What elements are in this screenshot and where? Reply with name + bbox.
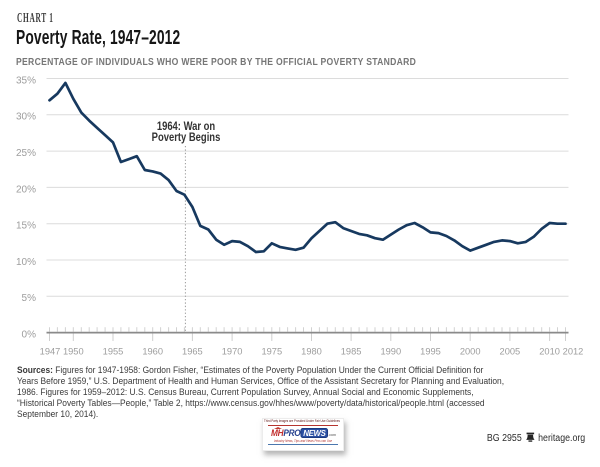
svg-text:2010: 2010 xyxy=(539,347,560,357)
svg-text:30%: 30% xyxy=(16,112,36,123)
svg-text:1950: 1950 xyxy=(63,347,84,357)
svg-text:1947: 1947 xyxy=(40,347,61,357)
svg-text:35%: 35% xyxy=(16,75,36,86)
svg-text:1990: 1990 xyxy=(380,347,401,357)
svg-text:2000: 2000 xyxy=(460,347,481,357)
svg-text:20%: 20% xyxy=(16,184,36,195)
svg-text:0%: 0% xyxy=(22,330,37,341)
svg-text:5%: 5% xyxy=(22,293,37,304)
svg-text:1955: 1955 xyxy=(103,347,124,357)
svg-text:1970: 1970 xyxy=(222,347,243,357)
svg-text:1975: 1975 xyxy=(261,347,282,357)
svg-text:1985: 1985 xyxy=(341,347,362,357)
svg-text:25%: 25% xyxy=(16,148,36,159)
svg-text:1995: 1995 xyxy=(420,347,441,357)
svg-text:15%: 15% xyxy=(16,221,36,232)
svg-text:1980: 1980 xyxy=(301,347,322,357)
svg-text:10%: 10% xyxy=(16,257,36,268)
svg-text:1965: 1965 xyxy=(182,347,203,357)
svg-text:2012: 2012 xyxy=(563,347,584,357)
svg-text:2005: 2005 xyxy=(500,347,521,357)
svg-text:1960: 1960 xyxy=(142,347,163,357)
